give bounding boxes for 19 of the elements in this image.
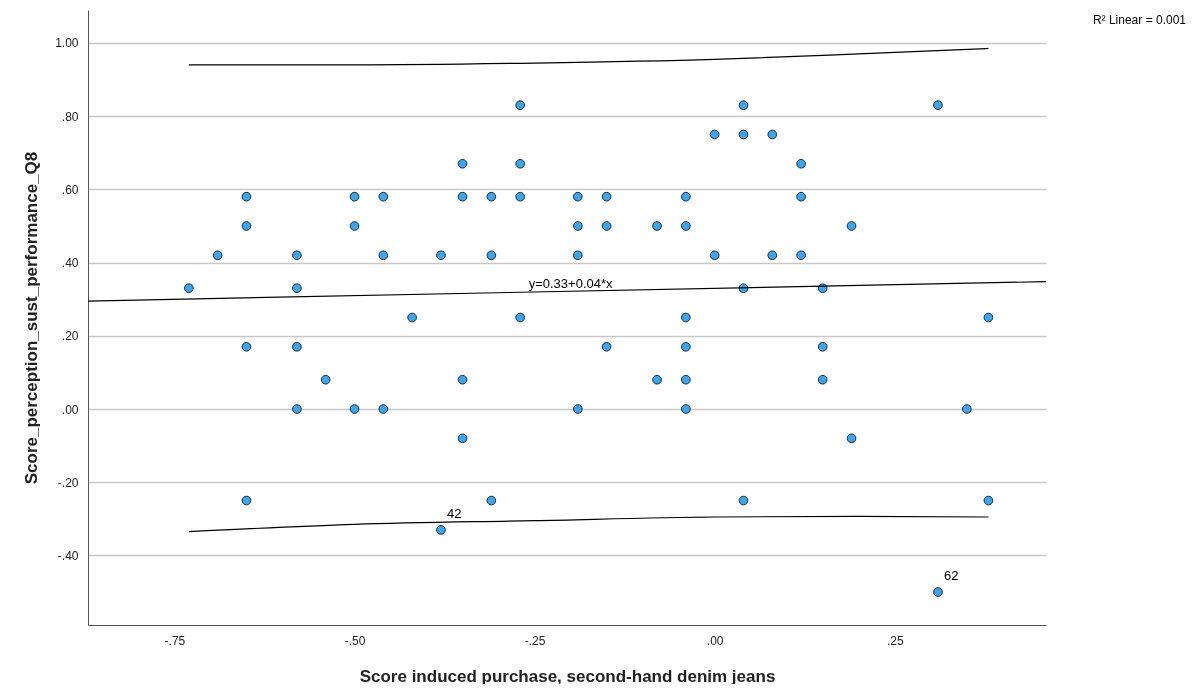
y-tick-label: 1.00 [55, 36, 79, 51]
text: R² Linear = 0.001 [1092, 13, 1187, 27]
y-tick-label: .40 [61, 256, 79, 271]
line-series [188, 47, 989, 66]
annotation: y=0.33+0.04*x [528, 275, 614, 291]
x-tick-label: .25 [886, 633, 904, 648]
annotation: 62 [943, 568, 959, 584]
y-axis-title: Score_perception_sust_performance_Q8 [22, 151, 42, 485]
y-tick-label: -.40 [57, 548, 79, 563]
y-tick-label: .80 [61, 109, 79, 124]
y-tick-label: -.20 [57, 475, 79, 490]
y-tick-label: .00 [61, 402, 79, 417]
x-tick-label: -.75 [164, 633, 186, 648]
annotation: 42 [446, 505, 462, 521]
x-tick-label: -.50 [344, 633, 366, 648]
y-tick-label: .60 [61, 182, 79, 197]
x-tick-label: -.25 [524, 633, 546, 648]
x-tick-label: .00 [706, 633, 724, 648]
y-tick-label: .20 [61, 329, 79, 344]
